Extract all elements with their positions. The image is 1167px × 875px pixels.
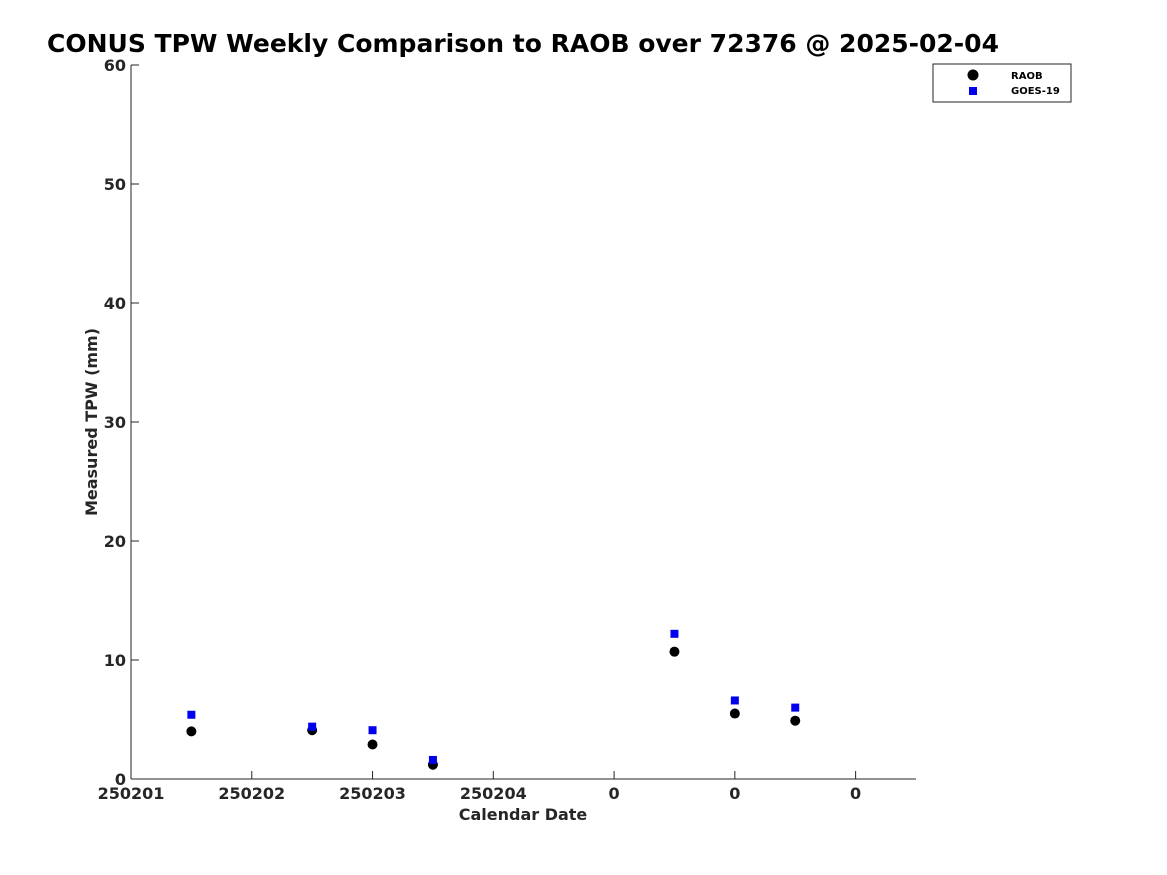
x-tick-label: 0 [850, 784, 861, 803]
raob-point [790, 715, 801, 726]
legend-box [932, 63, 1072, 103]
goes-19-point [428, 755, 437, 764]
raob-point [669, 646, 680, 657]
y-tick-label: 40 [104, 294, 126, 313]
goes-19-point [308, 722, 317, 731]
y-tick-label: 20 [104, 532, 126, 551]
x-tick-label: 250203 [339, 784, 406, 803]
data-points [186, 629, 801, 770]
y-tick-label: 50 [104, 175, 126, 194]
y-axis-label: Measured TPW (mm) [82, 328, 101, 516]
x-tick-label: 0 [609, 784, 620, 803]
y-ticks: 0 10 20 30 40 50 60 [104, 56, 139, 789]
axes [130, 65, 916, 780]
x-tick-label: 250201 [98, 784, 165, 803]
goes-19-point [187, 710, 196, 719]
x-tick-label: 0 [729, 784, 740, 803]
y-tick-label: 60 [104, 56, 126, 75]
goes-19-point [368, 726, 377, 735]
raob-point [729, 708, 740, 719]
goes-19-point [670, 629, 679, 638]
legend-raob-label: RAOB [1011, 71, 1043, 82]
y-tick-label: 10 [104, 651, 126, 670]
legend-raob-marker [967, 69, 979, 81]
legend-goes-marker [969, 87, 977, 95]
x-tick-label: 250202 [218, 784, 285, 803]
x-tick-label: 250204 [460, 784, 527, 803]
x-axis-label: Calendar Date [459, 805, 588, 824]
goes-19-point [730, 696, 739, 705]
legend-goes-label: GOES-19 [1011, 86, 1060, 97]
x-ticks: 250201 250202 250203 250204 0 0 0 [98, 771, 861, 803]
legend: RAOB GOES-19 [932, 63, 1072, 103]
chart-title: CONUS TPW Weekly Comparison to RAOB over… [47, 29, 999, 58]
raob-point [367, 739, 378, 750]
y-tick-label: 30 [104, 413, 126, 432]
y-tick-label: 0 [115, 770, 126, 789]
goes-19-point [791, 703, 800, 712]
raob-point [186, 726, 197, 737]
